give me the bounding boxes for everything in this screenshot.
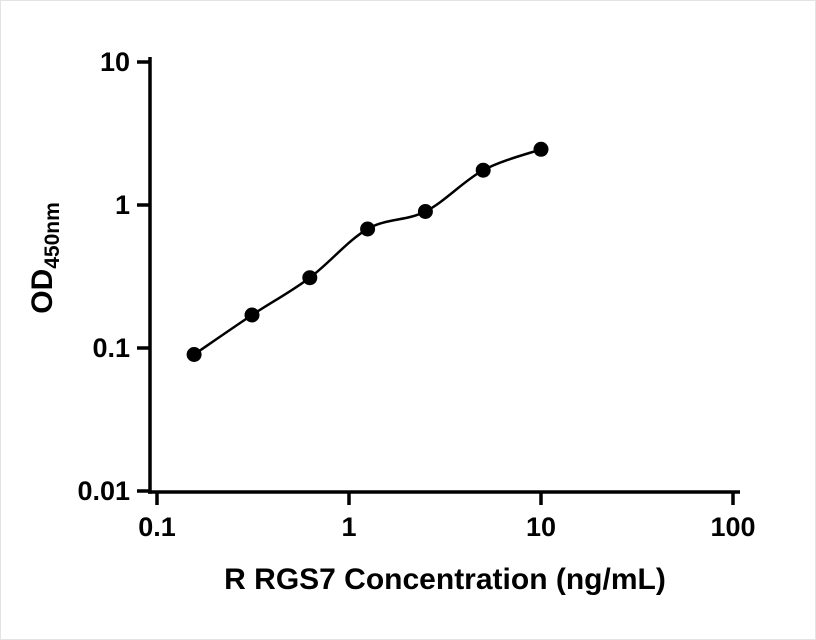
y-tick-label: 10 (100, 47, 130, 77)
data-point (302, 270, 318, 286)
x-tick-label: 10 (526, 512, 556, 542)
y-axis-label: OD450nm (26, 202, 64, 314)
curve-line (193, 148, 542, 356)
y-tick-label: 1 (115, 190, 130, 220)
x-tick-label: 0.1 (138, 512, 176, 542)
data-point (475, 162, 491, 178)
x-tick-label: 1 (341, 512, 356, 542)
x-tick-label: 100 (710, 512, 755, 542)
data-point (244, 307, 260, 323)
y-axis-label-main: OD (26, 269, 59, 314)
y-tick-label: 0.01 (77, 476, 130, 506)
data-point (417, 204, 433, 219)
data-point (360, 221, 376, 237)
y-tick-label: 0.1 (92, 333, 130, 363)
data-point (533, 141, 549, 157)
y-axis-label-sub: 450nm (41, 202, 64, 269)
x-axis-label: R RGS7 Concentration (ng/mL) (224, 563, 666, 596)
data-point (186, 347, 202, 362)
